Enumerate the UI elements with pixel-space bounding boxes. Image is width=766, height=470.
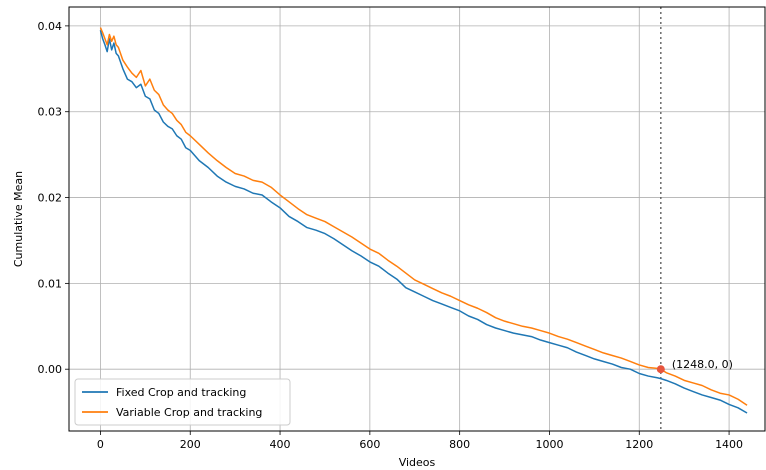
- legend-box: [74, 378, 291, 426]
- x-tick-label: 400: [270, 438, 291, 451]
- legend-label-variable: Variable Crop and tracking: [116, 406, 262, 419]
- series-line-0: [99, 29, 748, 414]
- y-tick-label: 0.01: [38, 277, 63, 290]
- legend: Fixed Crop and tracking Variable Crop an…: [74, 378, 291, 426]
- legend-label-fixed: Fixed Crop and tracking: [116, 386, 246, 399]
- x-ticks: 0 200 400 600 800 1000 1200 1400: [97, 431, 743, 451]
- y-axis-label: Cumulative Mean: [12, 171, 25, 267]
- series-layer: [99, 27, 748, 414]
- x-tick-label: 1400: [715, 438, 743, 451]
- x-tick-label: 600: [359, 438, 380, 451]
- series-line-1: [99, 27, 748, 406]
- y-tick-label: 0.02: [38, 192, 63, 205]
- y-tick-label: 0.04: [38, 20, 63, 33]
- y-ticks: 0.00 0.01 0.02 0.03 0.04: [38, 20, 69, 376]
- x-tick-label: 800: [449, 438, 470, 451]
- annotation-marker: [656, 365, 665, 374]
- annotation-layer: (1248.0, 0): [656, 358, 733, 374]
- grid: [69, 7, 765, 431]
- x-tick-label: 1000: [535, 438, 563, 451]
- y-tick-label: 0.00: [38, 363, 63, 376]
- x-tick-label: 0: [97, 438, 104, 451]
- y-tick-label: 0.03: [38, 106, 63, 119]
- axes-frame: [68, 6, 766, 432]
- x-axis-label: Videos: [399, 456, 436, 469]
- x-tick-label: 1200: [625, 438, 653, 451]
- annotation-label: (1248.0, 0): [672, 358, 733, 371]
- x-tick-label: 200: [180, 438, 201, 451]
